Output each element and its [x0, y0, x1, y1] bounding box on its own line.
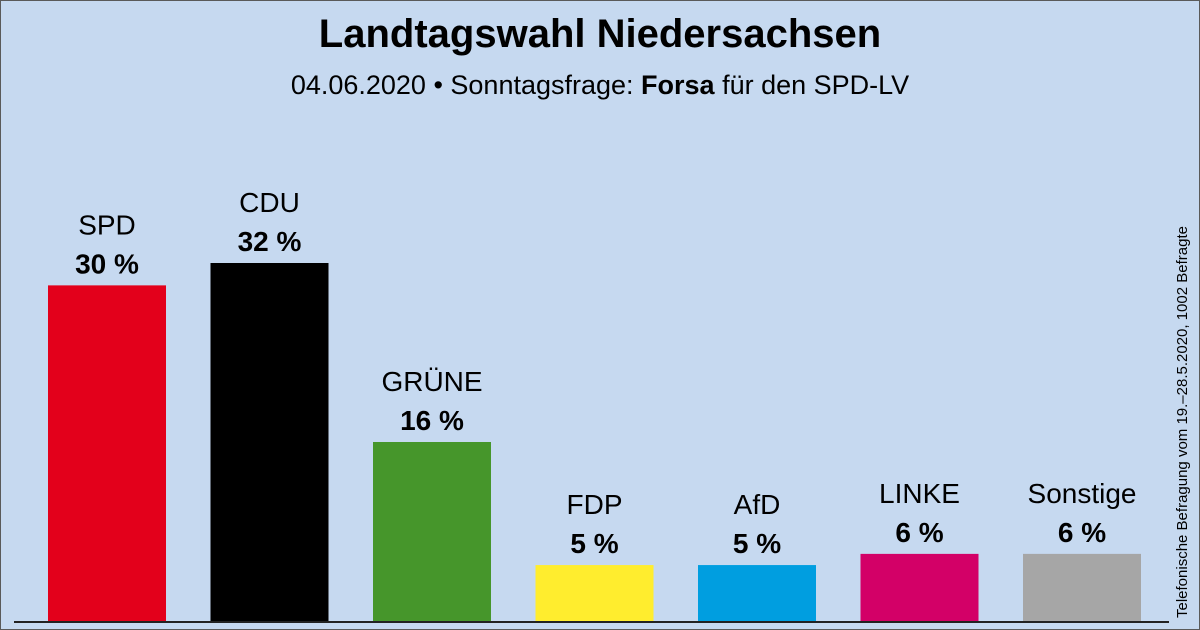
bar-gr-ne	[373, 442, 491, 621]
subtitle-client: für den SPD-LV	[714, 70, 910, 100]
subtitle-separator: • Sonntagsfrage:	[425, 70, 642, 100]
category-label-sonstige: Sonstige	[1028, 478, 1137, 509]
category-label-spd: SPD	[78, 209, 136, 240]
bar-sonstige	[1023, 553, 1141, 621]
subtitle-date: 04.06.2020	[290, 70, 426, 100]
value-label-afd: 5 %	[733, 528, 781, 559]
survey-note: Telefonische Befragung vom 19.–28.5.2020…	[1174, 226, 1191, 618]
bar-afd	[698, 565, 816, 621]
category-label-gr-ne: GRÜNE	[381, 366, 482, 397]
value-label-cdu: 32 %	[238, 226, 302, 257]
bar-cdu	[210, 263, 329, 621]
category-label-linke: LINKE	[879, 478, 960, 509]
value-label-linke: 6 %	[895, 517, 943, 548]
value-label-fdp: 5 %	[570, 528, 618, 559]
chart-subtitle: 04.06.2020 • Sonntagsfrage: Forsa für de…	[0, 70, 1200, 101]
value-label-sonstige: 6 %	[1058, 517, 1106, 548]
category-label-fdp: FDP	[567, 489, 623, 520]
x-axis-baseline	[14, 621, 1169, 623]
bar-linke	[860, 553, 979, 621]
subtitle-institute: Forsa	[641, 70, 715, 100]
category-label-cdu: CDU	[239, 187, 300, 218]
category-label-afd: AfD	[734, 489, 781, 520]
bar-spd	[48, 285, 166, 621]
bar-fdp	[535, 565, 654, 621]
chart-title: Landtagswahl Niedersachsen	[318, 12, 882, 56]
value-label-spd: 30 %	[75, 248, 139, 279]
value-label-gr-ne: 16 %	[400, 405, 464, 436]
